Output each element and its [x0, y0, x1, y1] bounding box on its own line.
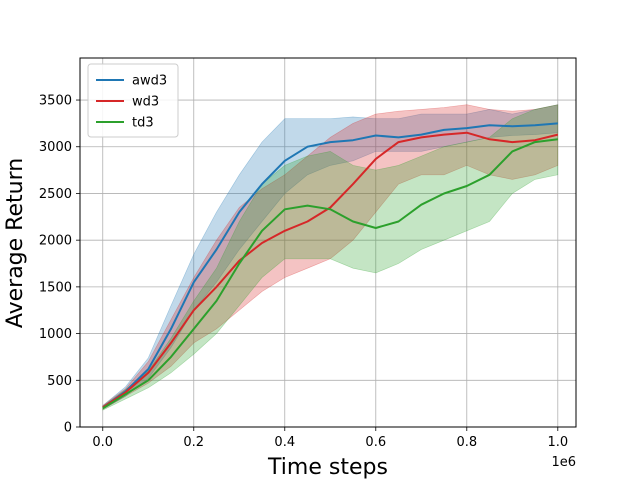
axis-ticks: 0.0 0.2 0.4 0.6 0.8 1.0 0 500 1000 1500 2000 2500 30… — [39, 94, 568, 450]
y-tick-label: 3500 — [39, 94, 72, 109]
x-tick-label: 0.2 — [183, 435, 204, 450]
confidence-bands — [102, 104, 559, 411]
legend-label-awd3: awd3 — [132, 74, 167, 89]
grid — [80, 58, 576, 428]
y-tick-label: 1500 — [39, 280, 72, 295]
y-tick-label: 2500 — [39, 187, 72, 202]
y-axis-title: Average Return — [3, 158, 28, 328]
legend-box — [87, 63, 179, 138]
x-axis-title: Time steps — [267, 455, 388, 480]
y-tick-label: 500 — [47, 374, 72, 389]
series-lines — [102, 122, 559, 410]
band-awd3 — [102, 104, 559, 410]
y-tick-label: 2000 — [39, 234, 72, 249]
y-tick-label: 0 — [64, 421, 72, 436]
series-line-awd3 — [102, 122, 558, 409]
series-line-td3 — [102, 138, 558, 410]
legend-label-wd3: wd3 — [132, 95, 159, 110]
band-wd3 — [102, 104, 559, 410]
series-line-wd3 — [102, 131, 559, 409]
x-tick-label: 0.0 — [92, 435, 113, 450]
y-tick-label: 3000 — [39, 140, 72, 155]
plot-frame — [79, 57, 577, 428]
x-tick-label: 0.6 — [365, 435, 386, 450]
x-tick-label: 0.8 — [456, 435, 477, 450]
y-tick-label: 1000 — [39, 327, 72, 342]
legend: awd3 wd3 td3 — [87, 63, 179, 138]
legend-label-td3: td3 — [132, 116, 154, 131]
x-offset-label: 1e6 — [551, 455, 576, 470]
x-tick-label: 1.0 — [547, 435, 568, 450]
x-tick-label: 0.4 — [274, 435, 295, 450]
